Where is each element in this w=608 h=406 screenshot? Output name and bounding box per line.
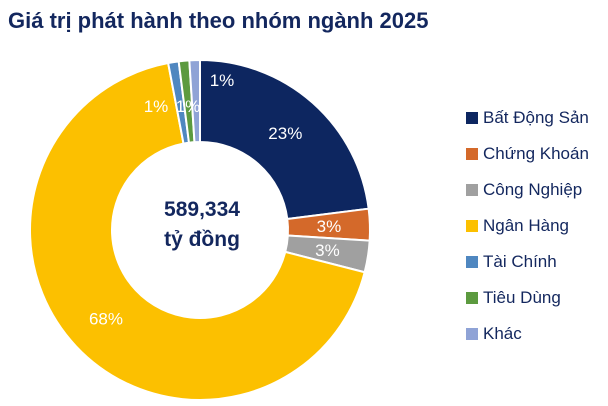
data-label: 3% [315, 241, 340, 260]
legend-swatch [466, 256, 478, 268]
legend-swatch [466, 112, 478, 124]
slice-khác [188, 58, 201, 144]
slice-ngân-hàng [29, 61, 366, 401]
legend-swatch [466, 220, 478, 232]
legend-label: Công Nghiệp [483, 180, 583, 199]
data-label: 68% [89, 309, 123, 328]
legend-swatch [466, 292, 478, 304]
legend: Bất Động Sản Chứng Khoán Công Nghiệp Ngân H… [466, 100, 589, 352]
legend-item: Bất Động Sản [466, 100, 589, 136]
legend-label: Chứng Khoán [483, 144, 589, 163]
legend-swatch [466, 184, 478, 196]
center-value: 589,334 [164, 198, 240, 221]
legend-label: Ngân Hàng [483, 216, 570, 235]
legend-item: Khác [466, 316, 589, 352]
legend-label: Tiêu Dùng [483, 288, 561, 307]
legend-label: Tài Chính [483, 252, 557, 271]
center-unit: tỷ đồng [164, 228, 240, 251]
legend-item: Chứng Khoán [466, 136, 589, 172]
legend-item: Công Nghiệp [466, 172, 589, 208]
legend-item: Tiêu Dùng [466, 280, 589, 316]
legend-item: Ngân Hàng [466, 208, 589, 244]
legend-label: Bất Động Sản [483, 108, 589, 127]
data-label: 1% [144, 97, 169, 116]
legend-item: Tài Chính [466, 244, 589, 280]
data-label: 1% [210, 71, 235, 90]
data-label: 23% [268, 124, 302, 143]
legend-label: Khác [483, 324, 522, 343]
legend-swatch [466, 328, 478, 340]
donut-chart: 23% 3% 3% 68% 1% 1% 1% 589,334 tỷ đồng [29, 58, 371, 401]
legend-swatch [466, 148, 478, 160]
data-label: 1% [176, 97, 201, 116]
slice-bất-động-sản [199, 58, 370, 221]
data-label: 3% [317, 217, 342, 236]
chart-title: Giá trị phát hành theo nhóm ngành 2025 [8, 8, 429, 33]
